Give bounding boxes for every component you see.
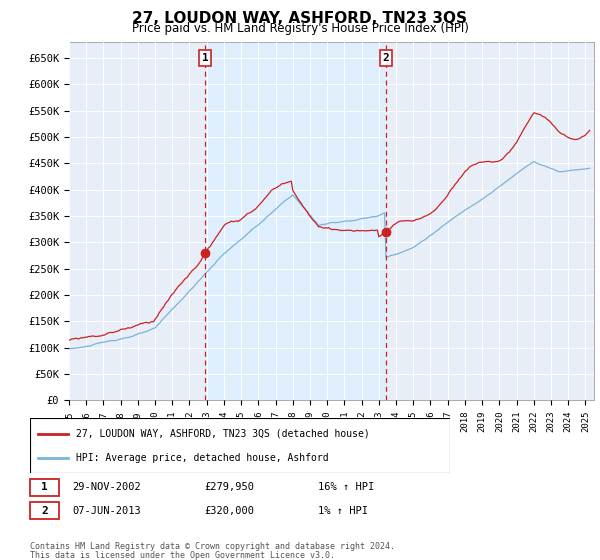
Text: 1: 1 (202, 53, 209, 63)
Text: £320,000: £320,000 (204, 506, 254, 516)
FancyBboxPatch shape (30, 418, 450, 473)
Text: 27, LOUDON WAY, ASHFORD, TN23 3QS (detached house): 27, LOUDON WAY, ASHFORD, TN23 3QS (detac… (76, 429, 370, 438)
Text: 1: 1 (41, 482, 48, 492)
Text: £279,950: £279,950 (204, 482, 254, 492)
Text: HPI: Average price, detached house, Ashford: HPI: Average price, detached house, Ashf… (76, 453, 329, 463)
Bar (205, 42, 386, 400)
Text: 1% ↑ HPI: 1% ↑ HPI (318, 506, 368, 516)
Text: 2: 2 (41, 506, 48, 516)
Text: 27, LOUDON WAY, ASHFORD, TN23 3QS: 27, LOUDON WAY, ASHFORD, TN23 3QS (133, 11, 467, 26)
Text: 2: 2 (383, 53, 389, 63)
Text: Price paid vs. HM Land Registry's House Price Index (HPI): Price paid vs. HM Land Registry's House … (131, 22, 469, 35)
Text: 16% ↑ HPI: 16% ↑ HPI (318, 482, 374, 492)
Text: This data is licensed under the Open Government Licence v3.0.: This data is licensed under the Open Gov… (30, 551, 335, 560)
Text: 07-JUN-2013: 07-JUN-2013 (72, 506, 141, 516)
Text: Contains HM Land Registry data © Crown copyright and database right 2024.: Contains HM Land Registry data © Crown c… (30, 542, 395, 550)
Text: 29-NOV-2002: 29-NOV-2002 (72, 482, 141, 492)
